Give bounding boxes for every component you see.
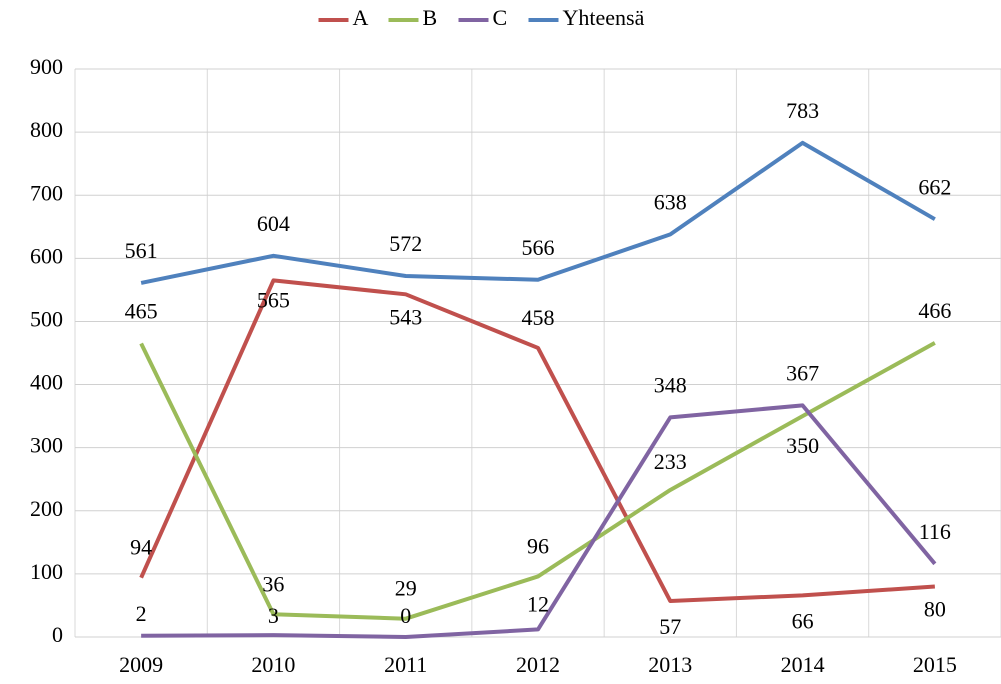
data-label: 29 bbox=[395, 576, 417, 601]
legend-label: Yhteensä bbox=[563, 5, 645, 30]
y-tick-label: 200 bbox=[30, 496, 63, 521]
data-label: 466 bbox=[918, 298, 951, 323]
data-label: 348 bbox=[654, 372, 687, 397]
data-label: 465 bbox=[125, 299, 158, 324]
data-label: 57 bbox=[659, 614, 681, 639]
x-tick-label: 2012 bbox=[516, 652, 560, 677]
data-label: 367 bbox=[786, 360, 819, 385]
data-label: 350 bbox=[786, 433, 819, 458]
x-tick-label: 2011 bbox=[384, 652, 427, 677]
series-line bbox=[139, 341, 936, 621]
data-label: 638 bbox=[654, 189, 687, 214]
data-label: 2 bbox=[136, 601, 147, 626]
data-label: 3 bbox=[268, 603, 279, 628]
legend-label: C bbox=[493, 5, 508, 30]
y-tick-label: 100 bbox=[30, 559, 63, 584]
data-label: 116 bbox=[919, 519, 951, 544]
y-tick-label: 700 bbox=[30, 180, 63, 205]
x-tick-label: 2015 bbox=[913, 652, 957, 677]
data-label: 96 bbox=[527, 533, 549, 558]
legend-label: A bbox=[353, 5, 369, 30]
data-label: 233 bbox=[654, 449, 687, 474]
series-line bbox=[139, 278, 935, 604]
data-label: 12 bbox=[527, 591, 549, 616]
series-line bbox=[141, 403, 937, 639]
data-label: 561 bbox=[125, 238, 158, 263]
x-tick-label: 2009 bbox=[119, 652, 163, 677]
data-label: 458 bbox=[522, 305, 555, 330]
y-tick-label: 400 bbox=[30, 370, 63, 395]
data-label: 94 bbox=[130, 535, 152, 560]
x-tick-label: 2013 bbox=[648, 652, 692, 677]
data-label: 0 bbox=[400, 603, 411, 628]
data-label: 566 bbox=[522, 235, 555, 260]
data-label: 66 bbox=[792, 608, 814, 633]
y-tick-label: 900 bbox=[30, 54, 63, 79]
data-label: 80 bbox=[924, 597, 946, 622]
x-tick-label: 2010 bbox=[251, 652, 295, 677]
y-tick-label: 0 bbox=[52, 622, 63, 647]
y-tick-label: 500 bbox=[30, 306, 63, 331]
data-label: 604 bbox=[257, 211, 290, 236]
series-line bbox=[140, 140, 936, 285]
x-tick-label: 2014 bbox=[781, 652, 825, 677]
data-label: 662 bbox=[918, 174, 951, 199]
data-label: 565 bbox=[257, 287, 290, 312]
y-tick-label: 300 bbox=[30, 433, 63, 458]
data-label: 543 bbox=[389, 304, 422, 329]
legend-label: B bbox=[423, 5, 438, 30]
y-tick-label: 600 bbox=[30, 243, 63, 268]
y-tick-label: 800 bbox=[30, 117, 63, 142]
data-label: 572 bbox=[389, 231, 422, 256]
data-label: 783 bbox=[786, 98, 819, 123]
data-label: 36 bbox=[262, 571, 284, 596]
